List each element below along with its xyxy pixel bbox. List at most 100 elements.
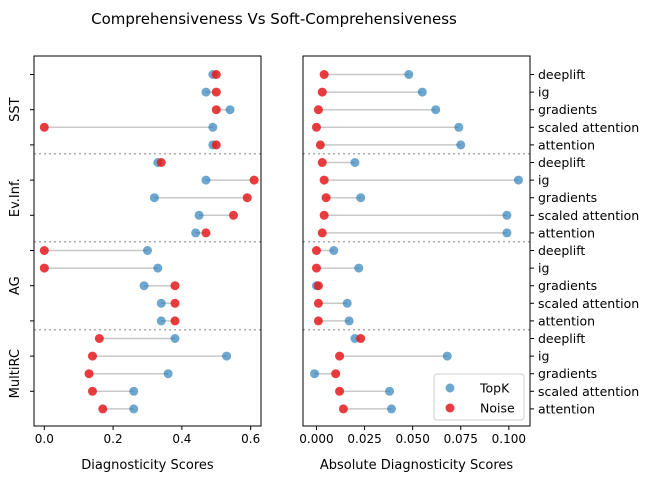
topk-point (344, 316, 354, 326)
noise-point (156, 158, 166, 167)
noise-point (87, 386, 97, 396)
group-label: Ev.Inf. (8, 178, 23, 217)
row-label: scaled attention (538, 120, 639, 135)
x-tick-label: 0.2 (104, 432, 123, 446)
topk-point (350, 158, 360, 167)
topk-point (156, 316, 166, 326)
noise-point (170, 298, 180, 308)
topk-point (386, 404, 396, 414)
topk-point (222, 351, 232, 361)
noise-point (228, 210, 238, 220)
row-label: deeplift (538, 155, 585, 170)
noise-point (321, 193, 331, 203)
noise-point (335, 351, 345, 361)
noise-point (39, 246, 49, 255)
row-label: scaled attention (538, 208, 639, 223)
row-label: scaled attention (538, 384, 639, 399)
x-tick-label: 0.075 (444, 432, 478, 446)
row-label: deeplift (538, 331, 585, 346)
noise-point (170, 316, 180, 326)
topk-point (456, 140, 466, 150)
row-label: gradients (538, 190, 597, 205)
topk-point (342, 298, 352, 308)
x-axis-label: Diagnosticity Scores (81, 458, 214, 473)
axes-frame (33, 55, 262, 427)
noise-point (317, 228, 327, 238)
topk-point (129, 404, 139, 414)
topk-point (194, 210, 204, 220)
noise-point (315, 140, 325, 150)
noise-point (311, 246, 321, 255)
x-axis-label: Absolute Diagnosticity Scores (320, 458, 514, 473)
x-tick-label: 0.0 (35, 432, 54, 446)
row-label: gradients (538, 278, 597, 293)
row-label: attention (538, 225, 595, 240)
legend-marker (445, 403, 455, 413)
noise-point (313, 298, 323, 308)
topk-point (513, 175, 523, 185)
topk-point (225, 105, 235, 115)
noise-point (211, 105, 221, 115)
topk-point (208, 122, 218, 132)
x-tick-label: 0.6 (241, 432, 260, 446)
group-label: MultiRC (8, 349, 23, 398)
noise-point (311, 263, 321, 273)
row-label: attention (538, 313, 595, 328)
row-label: scaled attention (538, 296, 639, 311)
topk-point (356, 193, 366, 203)
row-label: ig (538, 85, 549, 100)
noise-point (87, 351, 97, 361)
topk-point (191, 228, 201, 238)
legend-label: Noise (480, 401, 515, 416)
topk-point (201, 175, 211, 185)
noise-point (39, 122, 49, 132)
noise-point (319, 70, 329, 79)
legend-marker (445, 383, 455, 393)
topk-point (143, 246, 152, 255)
noise-point (249, 175, 259, 185)
noise-point (313, 316, 323, 326)
group-label: AG (8, 276, 23, 295)
topk-point (417, 87, 427, 97)
noise-point (211, 70, 221, 79)
noise-point (317, 158, 327, 167)
topk-point (431, 105, 441, 115)
legend (433, 373, 525, 421)
noise-point (319, 175, 329, 185)
topk-point (329, 246, 339, 255)
row-label: ig (538, 349, 549, 364)
figure-title: Comprehensiveness Vs Soft-Comprehensiven… (91, 10, 457, 28)
noise-point (84, 369, 94, 379)
topk-point (502, 228, 512, 238)
topk-point (404, 70, 414, 79)
topk-point (156, 298, 166, 308)
noise-point (331, 369, 341, 379)
row-label: deeplift (538, 243, 585, 258)
noise-point (313, 281, 323, 291)
group-label: SST (8, 97, 23, 122)
x-tick-label: 0.100 (492, 432, 526, 446)
noise-point (94, 334, 104, 343)
noise-point (211, 140, 221, 150)
topk-point (385, 386, 395, 396)
left-panel: 0.0 0.2 0.4 0.6 Diagnosticity Scores SST Ev.In… (8, 55, 262, 473)
row-label: attention (538, 137, 595, 152)
row-label: gradients (538, 102, 597, 117)
topk-point (442, 351, 452, 361)
noise-point (335, 386, 345, 396)
noise-point (356, 334, 366, 343)
topk-point (163, 369, 173, 379)
topk-point (502, 210, 512, 220)
noise-point (317, 87, 327, 97)
noise-point (242, 193, 252, 203)
x-tick-label: 0.000 (299, 432, 333, 446)
topk-point (310, 369, 320, 379)
x-tick-label: 0.050 (395, 432, 429, 446)
x-tick-label: 0.4 (172, 432, 191, 446)
row-label: ig (538, 261, 549, 276)
noise-point (319, 210, 329, 220)
noise-point (39, 263, 49, 273)
topk-point (129, 386, 139, 396)
noise-point (313, 105, 323, 115)
